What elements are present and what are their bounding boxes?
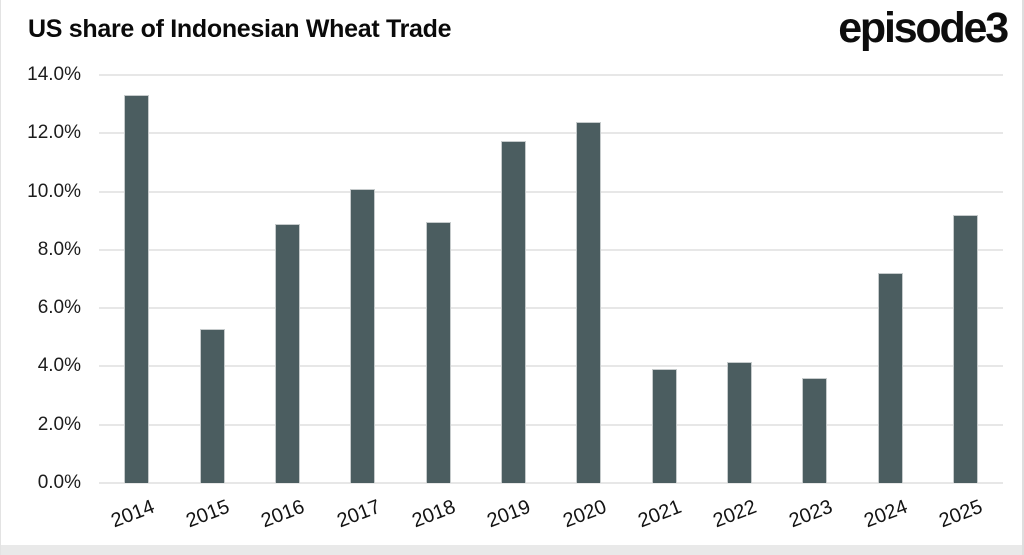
bar-2018 xyxy=(425,222,451,483)
x-axis-label-2023: 2023 xyxy=(785,495,836,533)
gridline-6.0% xyxy=(99,307,1003,310)
x-axis-label-2025: 2025 xyxy=(936,495,986,533)
bar-2023 xyxy=(802,378,828,483)
bar-2021 xyxy=(651,369,677,483)
gridline-8.0% xyxy=(99,248,1003,251)
x-axis-label-2017: 2017 xyxy=(333,495,384,533)
y-axis-tick-label: 14.0% xyxy=(27,64,81,85)
x-axis-label-2022: 2022 xyxy=(710,495,760,533)
x-axis-label-2016: 2016 xyxy=(258,495,308,533)
bar-2014 xyxy=(124,95,150,483)
gridline-0.0% xyxy=(99,482,1003,484)
y-axis-tick-label: 2.0% xyxy=(37,413,81,435)
y-axis-tick-label: 4.0% xyxy=(37,355,81,377)
bottom-strip xyxy=(1,545,1022,555)
y-axis-tick-label: 8.0% xyxy=(37,238,81,260)
bar-2016 xyxy=(274,223,300,483)
x-axis-label-2014: 2014 xyxy=(107,495,158,533)
y-axis-tick-label: 12.0% xyxy=(27,122,81,144)
x-axis-label-2020: 2020 xyxy=(559,495,610,533)
y-axis-tick-label: 10.0% xyxy=(27,180,81,202)
x-axis-label-2018: 2018 xyxy=(409,495,459,533)
y-axis-tick-label: 0.0% xyxy=(37,472,81,493)
gridline-2.0% xyxy=(99,423,1003,426)
bar-2015 xyxy=(199,328,225,483)
y-axis-tick-label: 6.0% xyxy=(37,297,81,319)
episode3-logo: episode3 xyxy=(838,4,1009,52)
gridline-4.0% xyxy=(99,365,1003,368)
x-axis-label-2021: 2021 xyxy=(635,495,685,533)
bar-2020 xyxy=(576,121,602,483)
gridline-14.0% xyxy=(99,74,1003,76)
bar-2017 xyxy=(350,188,376,483)
gridline-10.0% xyxy=(99,190,1003,193)
bar-2025 xyxy=(952,214,978,483)
bar-2024 xyxy=(877,273,903,483)
gridline-12.0% xyxy=(99,132,1003,135)
bar-2019 xyxy=(500,140,526,483)
chart-title: US share of Indonesian Wheat Trade xyxy=(28,15,452,43)
x-axis-label-2024: 2024 xyxy=(861,495,911,533)
x-axis-label-2019: 2019 xyxy=(484,495,534,533)
bar-2022 xyxy=(726,362,752,483)
x-axis-label-2015: 2015 xyxy=(183,495,233,533)
